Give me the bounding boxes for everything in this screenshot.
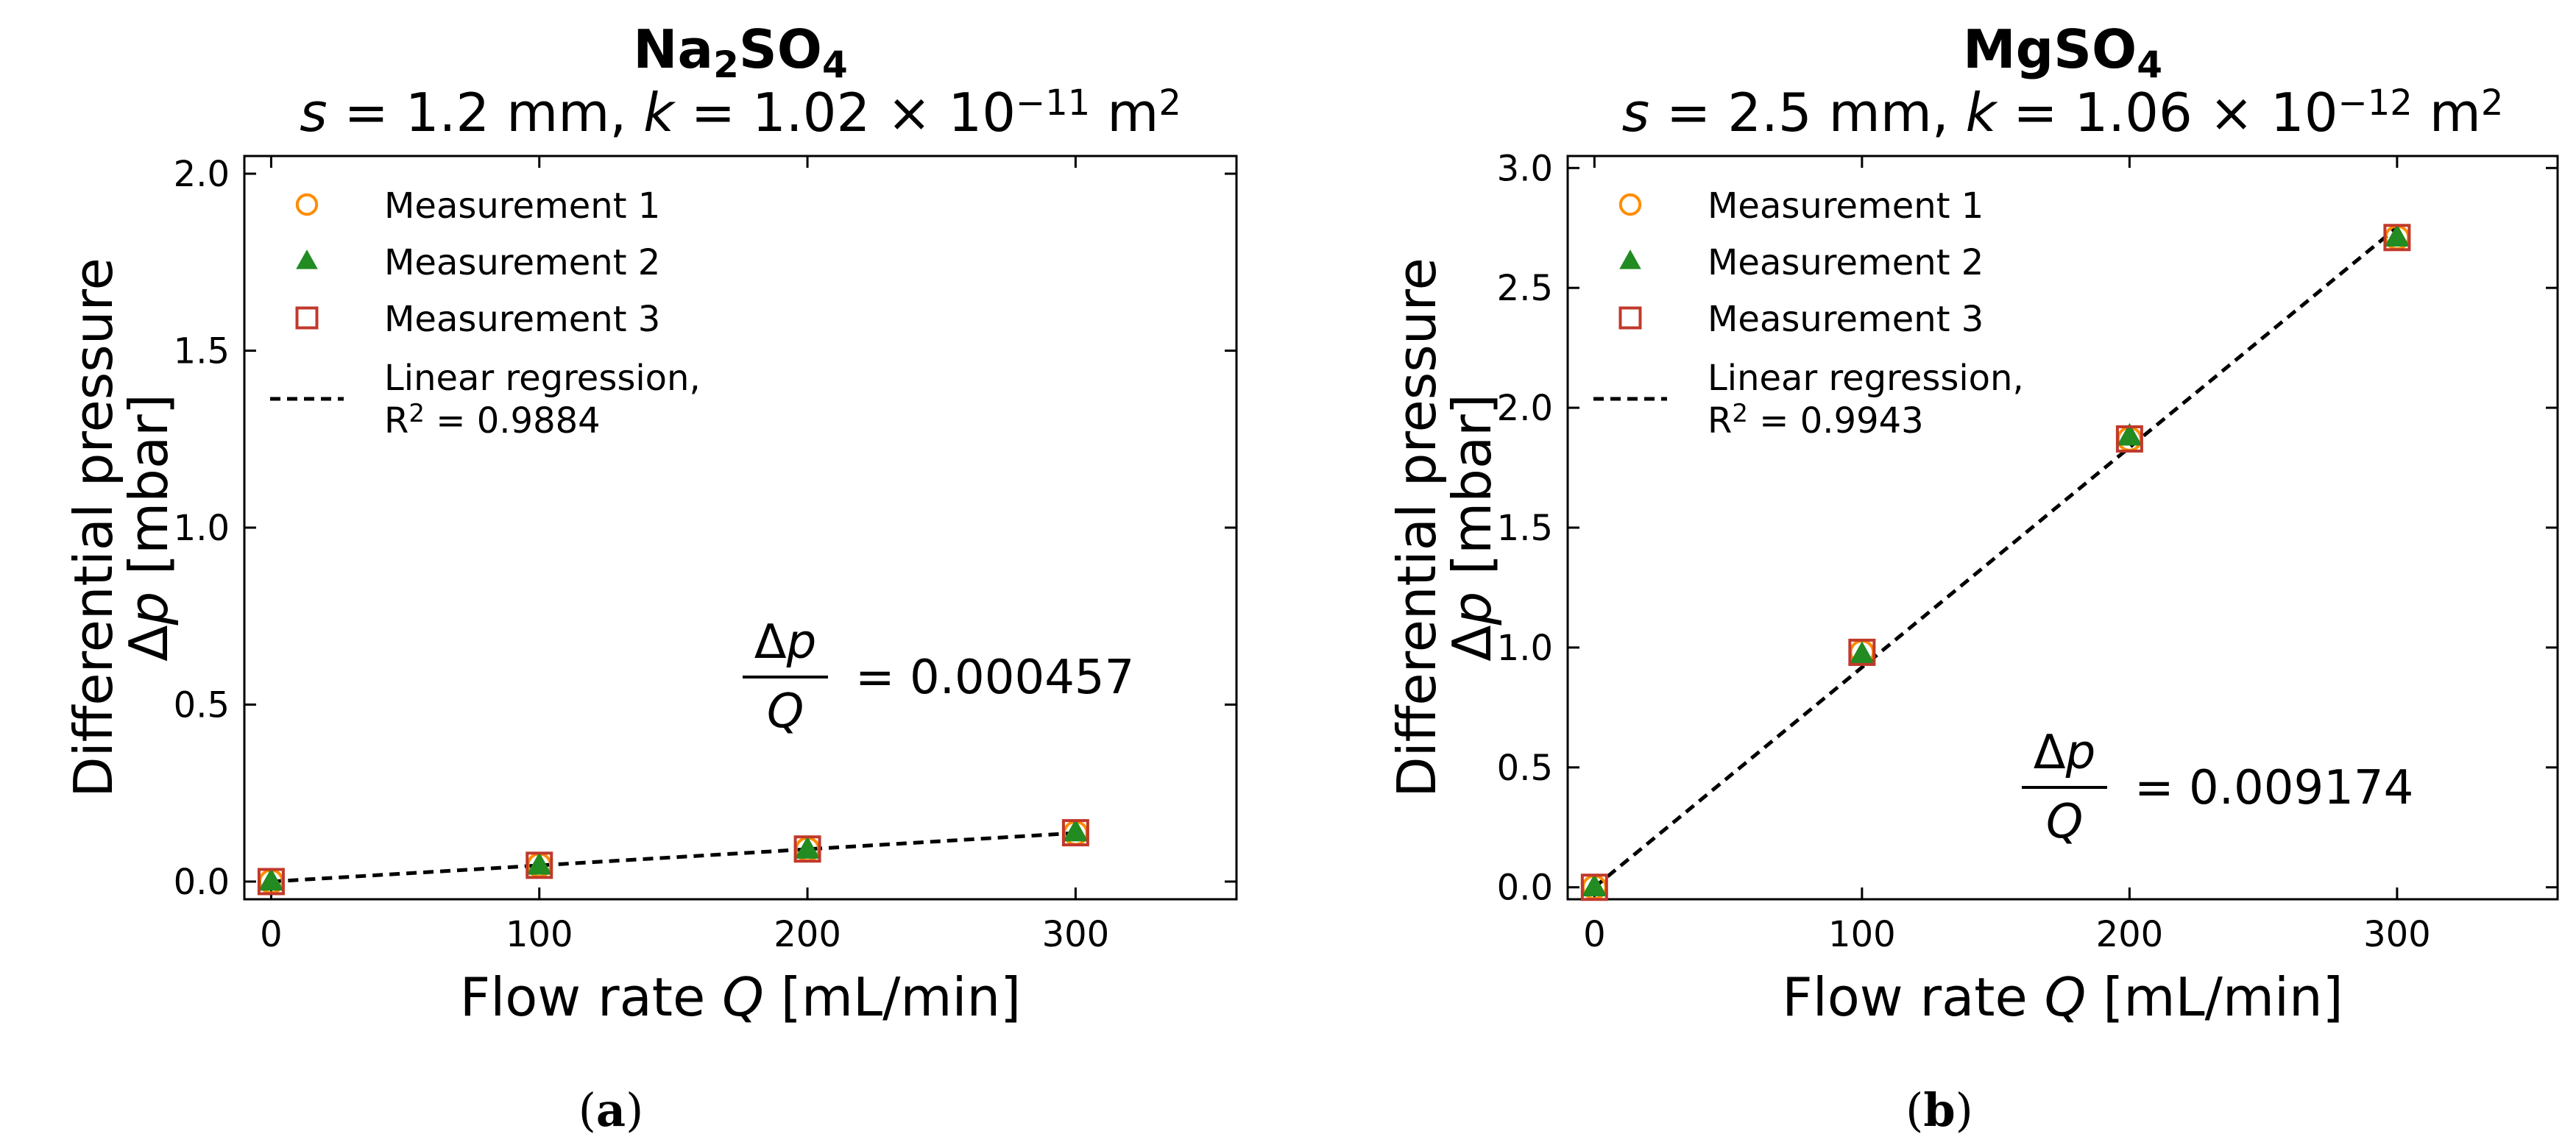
y-tick-label: 0.0 <box>174 862 230 903</box>
data-point-triangle <box>526 851 552 875</box>
data-point-triangle <box>258 868 284 891</box>
legend-marker-circle <box>295 193 319 216</box>
data-point-triangle <box>1582 874 1607 896</box>
data-point-square <box>1580 874 1608 901</box>
x-tick-label: 200 <box>2096 914 2164 955</box>
y-tick-label: 3.0 <box>1497 148 1553 189</box>
legend-marker-triangle <box>296 249 318 269</box>
y-tick-label: 0.5 <box>174 684 230 726</box>
y-tick-label: 2.0 <box>1497 388 1553 429</box>
y-tick-label: 1.0 <box>1497 628 1553 669</box>
legend-label-r2: R2 = 0.9884 <box>384 399 601 442</box>
y-tick-label: 1.0 <box>174 508 230 549</box>
x-tick-label: 0 <box>1583 914 1606 955</box>
x-tick-label: 300 <box>1042 914 1110 955</box>
legend-marker-square <box>295 306 319 330</box>
panel-caption: (a) <box>578 1083 644 1137</box>
y-tick-label: 2.0 <box>174 154 230 195</box>
legend-marker-square <box>1618 306 1642 330</box>
y-tick-label: 2.5 <box>1497 268 1553 309</box>
slope-value: = 0.000457 <box>855 651 1134 705</box>
y-tick-label: 1.5 <box>174 331 230 372</box>
legend-marker-circle <box>1618 193 1642 216</box>
legend-label: Measurement 3 <box>1708 299 1984 340</box>
chart-title: MgSO4 <box>1963 18 2162 86</box>
y-tick-label: 0.0 <box>1497 868 1553 909</box>
legend-label: Measurement 2 <box>384 242 660 283</box>
data-point-triangle <box>794 836 821 859</box>
data-point-square <box>2115 425 2143 453</box>
y-axis-label-line2: Δp [mbar] <box>118 394 180 662</box>
data-point-triangle <box>2384 224 2410 247</box>
data-point-square <box>257 868 285 896</box>
data-point-square <box>1061 819 1089 847</box>
legend-marker-triangle <box>1619 249 1641 269</box>
regression-line <box>1593 226 2399 889</box>
legend-label: Measurement 2 <box>1708 242 1984 283</box>
slope-value: = 0.009174 <box>2134 761 2413 815</box>
slope-numerator: Δp <box>754 615 816 670</box>
slope-denominator: Q <box>767 684 804 739</box>
y-axis-label-line2: Δp [mbar] <box>1441 394 1503 662</box>
x-tick-label: 200 <box>774 914 841 955</box>
legend-label: Measurement 1 <box>384 185 660 227</box>
legend-label: Measurement 3 <box>384 299 660 340</box>
y-tick-label: 0.5 <box>1497 748 1553 789</box>
data-point-square <box>526 851 553 879</box>
legend-label-regression: Linear regression, <box>1708 358 2024 399</box>
x-axis-label: Flow rate Q [mL/min] <box>460 966 1021 1028</box>
x-tick-label: 100 <box>1828 914 1896 955</box>
x-axis-label: Flow rate Q [mL/min] <box>1782 966 2343 1028</box>
panel-caption: (b) <box>1906 1083 1973 1137</box>
slope-numerator: Δp <box>2034 726 2095 780</box>
legend-label-r2: R2 = 0.9943 <box>1708 399 1924 442</box>
x-tick-label: 0 <box>260 914 283 955</box>
regression-line <box>271 831 1076 884</box>
x-tick-label: 100 <box>506 914 573 955</box>
data-point-square <box>1848 638 1876 666</box>
legend-label: Measurement 1 <box>1708 185 1984 227</box>
x-tick-label: 300 <box>2363 914 2431 955</box>
slope-denominator: Q <box>2046 795 2083 849</box>
chart-title: Na2SO4 <box>633 18 848 86</box>
chart-subtitle: s = 2.5 mm, k = 1.06 × 10−12 m2 <box>1622 82 2504 144</box>
legend-label-regression: Linear regression, <box>384 358 701 399</box>
data-point-square <box>2383 224 2411 252</box>
data-point-triangle <box>1063 818 1089 842</box>
data-point-triangle <box>2117 422 2142 446</box>
chart-subtitle: s = 1.2 mm, k = 1.02 × 10−11 m2 <box>300 82 1181 144</box>
data-point-square <box>793 835 821 863</box>
y-axis-label-line1: Differential pressure <box>63 258 124 798</box>
y-axis-label-line1: Differential pressure <box>1386 258 1448 798</box>
y-tick-label: 1.5 <box>1497 508 1553 549</box>
